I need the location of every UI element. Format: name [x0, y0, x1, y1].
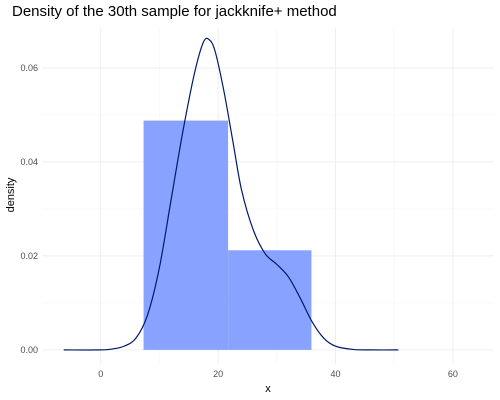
histogram	[143, 120, 312, 350]
y-tick-label: 0.02	[20, 251, 38, 261]
histogram-bar	[228, 250, 312, 350]
chart-title: Density of the 30th sample for jackknife…	[12, 3, 337, 20]
y-axis: 0.00 0.02 0.04 0.06	[20, 63, 38, 355]
y-axis-title: density	[5, 177, 17, 212]
x-tick-label: 60	[448, 369, 458, 379]
x-axis: 0 20 40 60	[98, 369, 458, 379]
y-tick-label: 0.04	[20, 157, 38, 167]
grid	[42, 28, 494, 364]
density-curve-group	[63, 37, 399, 351]
y-tick-label: 0.06	[20, 63, 38, 73]
x-tick-label: 40	[330, 369, 340, 379]
x-tick-label: 20	[213, 369, 223, 379]
density-curve	[63, 37, 399, 351]
x-tick-label: 0	[98, 369, 103, 379]
y-tick-label: 0.00	[20, 345, 38, 355]
x-axis-title: x	[265, 383, 271, 395]
histogram-bar	[143, 120, 229, 350]
